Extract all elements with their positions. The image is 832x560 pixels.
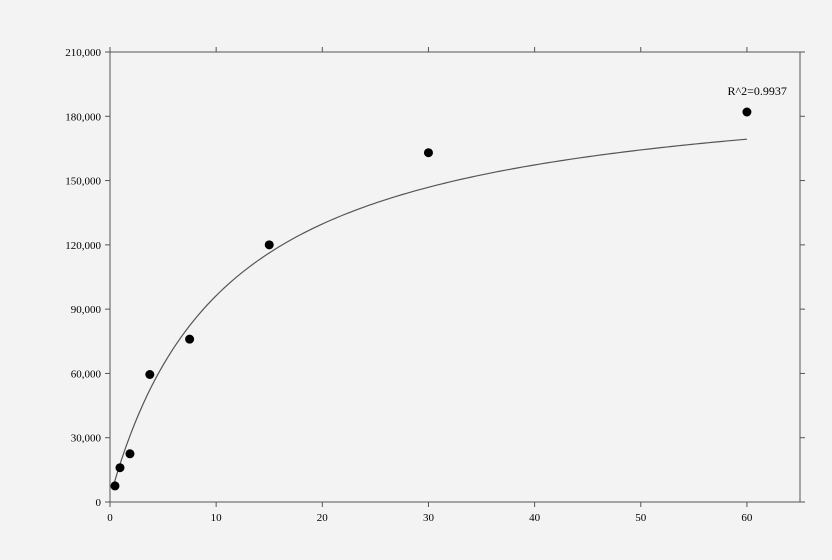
x-tick-label: 0 — [107, 512, 113, 524]
y-tick-label: 30,000 — [71, 433, 102, 445]
x-tick-label: 20 — [317, 512, 329, 524]
r-squared-annotation: R^2=0.9937 — [728, 84, 787, 98]
data-point — [115, 463, 124, 472]
y-tick-label: 90,000 — [71, 304, 102, 316]
data-point — [110, 481, 119, 490]
data-point — [424, 148, 433, 157]
x-tick-label: 40 — [529, 512, 541, 524]
y-tick-label: 120,000 — [65, 240, 101, 252]
chart-container: Four parameter Logistic (4-PL) Curve Fit… — [0, 0, 832, 560]
x-tick-label: 30 — [423, 512, 435, 524]
y-tick-label: 180,000 — [65, 111, 101, 123]
data-point — [185, 335, 194, 344]
plot-border — [110, 52, 800, 502]
y-tick-label: 210,000 — [65, 47, 101, 59]
data-point — [125, 449, 134, 458]
y-tick-label: 0 — [96, 497, 102, 509]
x-tick-label: 50 — [635, 512, 647, 524]
y-tick-label: 60,000 — [71, 368, 102, 380]
data-point — [265, 240, 274, 249]
plot-svg: 0 30,000 60,000 90,000 120,000 150,000 180,000… — [0, 0, 832, 560]
data-point — [742, 108, 751, 117]
data-point — [145, 370, 154, 379]
x-tick-label: 10 — [211, 512, 223, 524]
x-tick-label: 60 — [741, 512, 753, 524]
y-tick-label: 150,000 — [65, 176, 101, 188]
